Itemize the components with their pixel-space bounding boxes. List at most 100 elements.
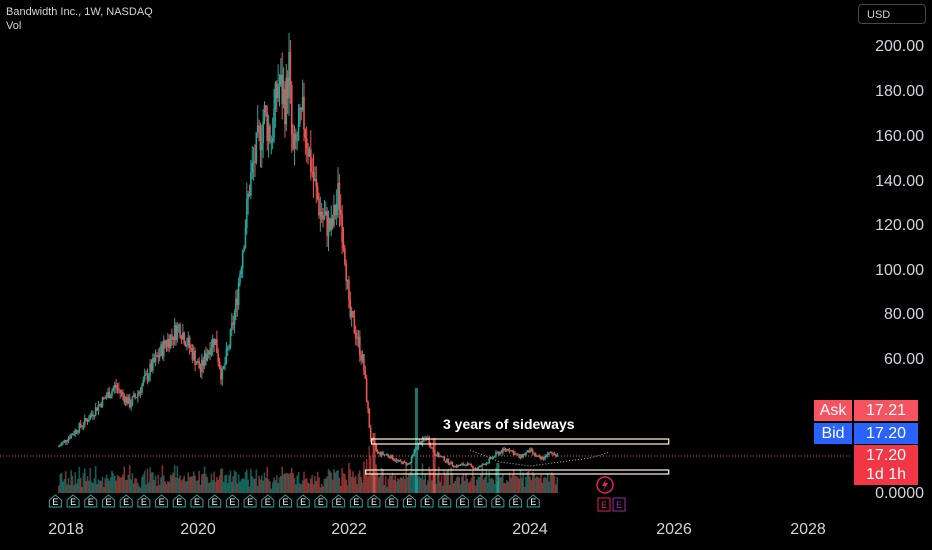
candle-body: [71, 434, 74, 436]
volume-bar: [431, 480, 433, 493]
volume-bar: [330, 472, 333, 493]
earnings-marker-shape: [455, 494, 469, 508]
candle-body: [111, 390, 113, 396]
earnings-marker-label: E: [70, 497, 76, 507]
volume-bar: [546, 472, 549, 493]
earnings-marker[interactable]: E: [473, 494, 487, 508]
candle-body: [492, 456, 495, 459]
candle-body: [199, 368, 202, 372]
candle-body: [435, 454, 437, 457]
earnings-marker[interactable]: E: [261, 494, 275, 508]
earnings-marker[interactable]: E: [243, 494, 257, 508]
volume-bar: [500, 476, 503, 493]
volume-bar: [534, 477, 537, 493]
earnings-marker[interactable]: E: [190, 494, 204, 508]
volume-bar: [402, 475, 405, 493]
earnings-marker[interactable]: E: [438, 494, 452, 508]
volume-bar: [169, 474, 172, 493]
currency-selector[interactable]: USD: [858, 4, 926, 24]
volume-bar: [217, 479, 220, 493]
volume-bar: [251, 476, 254, 493]
candle-body: [516, 454, 519, 456]
upcoming-earnings-shape: [597, 497, 611, 512]
volume-bar: [536, 476, 538, 493]
candle-body: [538, 456, 541, 458]
candle-body: [386, 454, 388, 456]
earnings-marker[interactable]: E: [420, 494, 434, 508]
candle-body: [361, 354, 364, 361]
candle-body: [322, 218, 324, 220]
candle-body: [186, 345, 188, 347]
volume-bar: [458, 477, 461, 493]
candle-body: [511, 450, 514, 452]
earnings-marker[interactable]: E: [455, 494, 469, 508]
volume-bar: [139, 487, 142, 493]
earnings-marker-label: E: [424, 497, 430, 507]
earnings-marker[interactable]: E: [48, 494, 62, 508]
earnings-marker[interactable]: E: [509, 494, 523, 508]
earnings-marker[interactable]: E: [402, 494, 416, 508]
dividend-bolt-icon[interactable]: [596, 476, 614, 494]
earnings-marker[interactable]: E: [349, 494, 363, 508]
volume-bar: [123, 466, 126, 493]
earnings-marker[interactable]: E: [296, 494, 310, 508]
earnings-marker-shape: [84, 494, 98, 508]
candle-body: [180, 337, 183, 340]
earnings-marker[interactable]: E: [385, 494, 399, 508]
earnings-marker-label: E: [459, 497, 465, 507]
volume-bar: [310, 478, 312, 493]
earnings-marker[interactable]: E: [101, 494, 115, 508]
candle-body: [437, 452, 440, 457]
volume-bar: [85, 480, 87, 493]
volume-bar: [118, 476, 120, 493]
volume-bar: [147, 482, 150, 493]
earnings-marker[interactable]: E: [66, 494, 80, 508]
candle-body: [147, 375, 150, 381]
earnings-marker[interactable]: E: [491, 494, 505, 508]
volume-bar: [74, 472, 77, 493]
volume-bar: [277, 483, 279, 493]
candle-body: [556, 454, 559, 457]
candle-body: [229, 328, 232, 347]
candle-body: [508, 450, 511, 452]
candle-body: [289, 51, 292, 86]
candle-body: [274, 82, 277, 109]
volume-bar: [436, 474, 439, 493]
candle-body: [145, 373, 147, 375]
volume-bar: [353, 477, 356, 493]
trend-line: [469, 449, 611, 467]
volume-bar: [175, 477, 177, 493]
earnings-marker[interactable]: E: [208, 494, 222, 508]
candle-body: [357, 336, 360, 340]
volume-bar: [553, 475, 556, 493]
volume-bar: [162, 475, 165, 493]
earnings-marker[interactable]: E: [119, 494, 133, 508]
sideways-range-box[interactable]: [364, 438, 670, 475]
volume-legend[interactable]: Vol: [6, 20, 22, 32]
volume-bar: [549, 475, 552, 493]
candle-body: [458, 465, 461, 467]
earnings-marker[interactable]: E: [526, 494, 540, 508]
earnings-marker[interactable]: E: [172, 494, 186, 508]
upcoming-earnings-marker[interactable]: E: [612, 497, 626, 512]
volume-bar: [98, 480, 101, 493]
candle-body: [77, 431, 79, 433]
symbol-legend[interactable]: Bandwidth Inc., 1W, NASDAQ: [6, 6, 153, 18]
earnings-marker[interactable]: E: [367, 494, 381, 508]
earnings-marker[interactable]: E: [155, 494, 169, 508]
earnings-marker[interactable]: E: [225, 494, 239, 508]
earnings-marker[interactable]: E: [137, 494, 151, 508]
upcoming-earnings-marker[interactable]: E: [597, 497, 611, 512]
earnings-marker[interactable]: E: [314, 494, 328, 508]
earnings-marker[interactable]: E: [278, 494, 292, 508]
candle-body: [352, 311, 354, 318]
sideways-annotation[interactable]: 3 years of sideways: [443, 416, 575, 432]
volume-bar: [354, 475, 357, 493]
earnings-marker[interactable]: E: [332, 494, 346, 508]
earnings-marker[interactable]: E: [84, 494, 98, 508]
volume-bar: [327, 468, 330, 493]
volume-bar: [393, 479, 395, 493]
